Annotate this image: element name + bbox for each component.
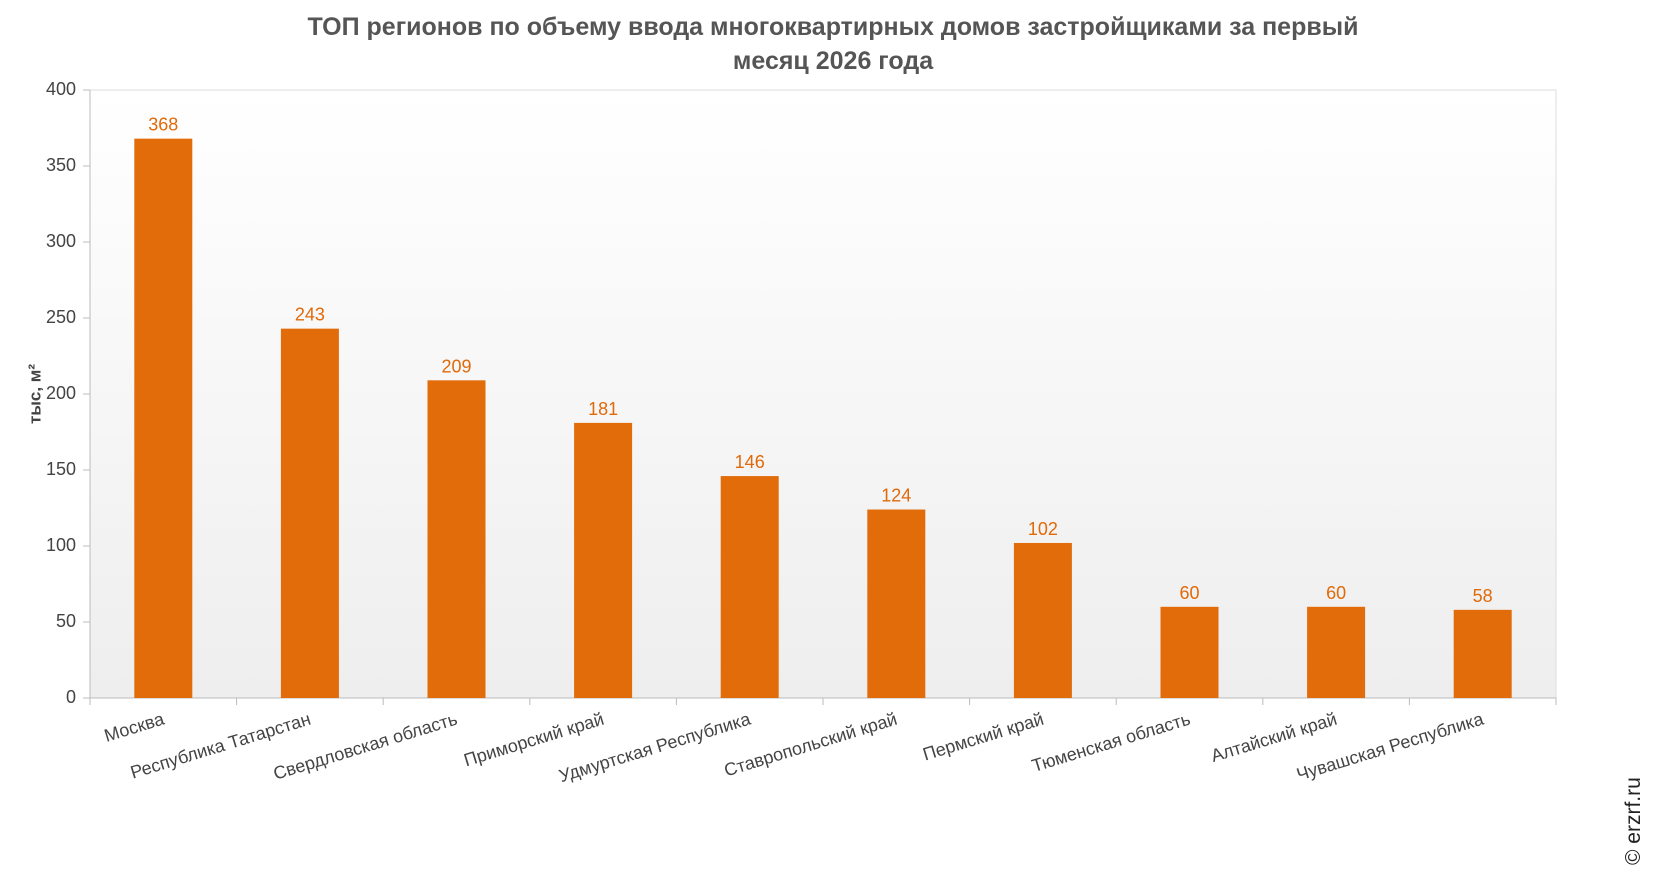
chart-title-line-2: месяц 2026 года: [732, 47, 934, 75]
data-label: 368: [148, 115, 178, 135]
bar: [720, 476, 779, 698]
y-tick-label: 350: [46, 155, 76, 175]
y-tick-label: 300: [46, 231, 76, 251]
category-label: Тюменская область: [1029, 709, 1192, 776]
y-tick-label: 0: [66, 687, 76, 707]
y-axis: 0 50 100 150 200 250 300 350 400: [46, 79, 91, 707]
y-tick-label: 50: [56, 611, 76, 631]
x-axis: [89, 697, 1557, 705]
data-label: 243: [295, 305, 325, 325]
bars: [134, 138, 1512, 698]
bar: [1307, 606, 1366, 698]
chart-title: ТОП регионов по объему ввода многокварти…: [0, 10, 1666, 78]
data-label: 58: [1473, 586, 1493, 606]
data-label: 60: [1179, 583, 1199, 603]
data-label: 181: [588, 399, 618, 419]
y-tick-label: 250: [46, 307, 76, 327]
data-label: 102: [1028, 519, 1058, 539]
y-tick-label: 200: [46, 383, 76, 403]
data-label: 60: [1326, 583, 1346, 603]
chart-title-line-1: ТОП регионов по объему ввода многокварти…: [307, 13, 1359, 41]
data-label: 124: [881, 486, 911, 506]
bar: [280, 328, 339, 698]
y-tick-label: 150: [46, 459, 76, 479]
category-label: Пермский край: [920, 709, 1046, 765]
data-labels: 368 243 209 181 146 124 102 60 60 58: [148, 115, 1492, 606]
category-label: Москва: [102, 708, 168, 745]
bar: [867, 509, 926, 698]
bar: [134, 138, 193, 698]
copyright-text: © erzrf.ru: [1622, 777, 1645, 865]
bar: [574, 422, 633, 698]
y-tick-label: 400: [46, 79, 76, 99]
y-tick-label: 100: [46, 535, 76, 555]
data-label: 209: [441, 356, 471, 376]
bar: [1453, 609, 1512, 698]
bar: [1160, 606, 1219, 698]
bar: [427, 380, 486, 698]
data-label: 146: [735, 452, 765, 472]
bar: [1013, 542, 1072, 698]
y-axis-label: тыс, м²: [25, 364, 44, 424]
